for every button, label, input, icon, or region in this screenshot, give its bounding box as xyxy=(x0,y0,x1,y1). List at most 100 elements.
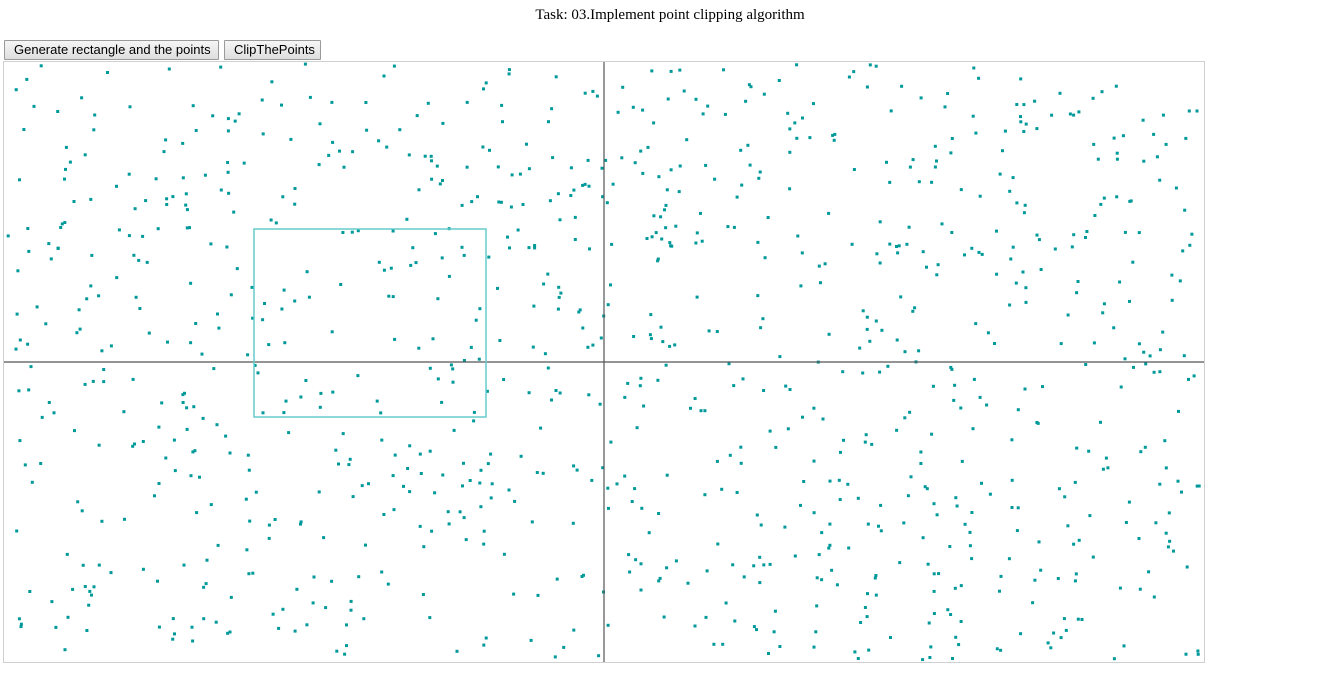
point-marker xyxy=(878,220,882,224)
point-marker xyxy=(430,529,434,533)
point-marker xyxy=(201,416,205,420)
point-marker xyxy=(364,101,368,104)
point-marker xyxy=(60,222,64,226)
generate-button[interactable]: Generate rectangle and the points xyxy=(4,40,219,60)
point-marker xyxy=(605,201,609,205)
point-marker xyxy=(1138,587,1142,591)
clip-points-button[interactable]: ClipThePoints xyxy=(224,40,321,60)
point-marker xyxy=(541,471,545,475)
point-marker xyxy=(998,172,1002,176)
point-marker xyxy=(1152,132,1156,136)
point-marker xyxy=(1168,539,1172,543)
point-marker xyxy=(556,307,560,311)
point-marker xyxy=(739,445,743,449)
point-marker xyxy=(1197,484,1201,488)
point-marker xyxy=(173,469,177,473)
point-marker xyxy=(865,85,869,89)
point-marker xyxy=(484,636,488,640)
point-marker xyxy=(695,295,699,299)
point-marker xyxy=(986,331,990,335)
point-marker xyxy=(1015,103,1019,106)
point-marker xyxy=(897,244,901,248)
point-marker xyxy=(1184,652,1188,656)
point-marker xyxy=(165,203,169,206)
point-marker xyxy=(144,199,148,203)
point-marker xyxy=(1114,84,1118,88)
point-marker xyxy=(728,453,732,457)
point-marker xyxy=(815,576,819,580)
point-marker xyxy=(449,363,453,367)
point-marker xyxy=(489,452,493,456)
point-marker xyxy=(423,154,427,158)
point-marker xyxy=(299,395,303,399)
point-marker xyxy=(917,180,921,184)
point-marker xyxy=(402,484,405,488)
point-marker xyxy=(648,333,652,337)
point-marker xyxy=(674,559,678,563)
point-marker xyxy=(1131,260,1135,264)
point-marker xyxy=(1022,211,1026,215)
point-marker xyxy=(1190,232,1194,236)
drawing-canvas[interactable] xyxy=(3,61,1205,663)
point-marker xyxy=(90,253,94,257)
point-marker xyxy=(955,504,959,508)
point-marker xyxy=(550,107,554,111)
point-marker xyxy=(1141,118,1145,122)
point-marker xyxy=(640,506,644,510)
point-marker xyxy=(633,161,637,165)
point-marker xyxy=(481,145,485,149)
point-marker xyxy=(433,491,437,495)
point-marker xyxy=(978,395,982,399)
point-marker xyxy=(345,623,348,627)
point-marker xyxy=(793,554,797,558)
point-marker xyxy=(664,203,668,207)
point-marker xyxy=(277,626,281,630)
point-marker xyxy=(18,178,21,182)
point-marker xyxy=(988,492,992,496)
point-marker xyxy=(1102,302,1106,306)
point-marker xyxy=(35,305,39,309)
point-marker xyxy=(1016,506,1020,510)
point-marker xyxy=(704,163,708,167)
point-marker xyxy=(693,397,697,400)
point-marker xyxy=(645,237,649,240)
point-marker xyxy=(1180,490,1183,494)
point-marker xyxy=(430,159,433,163)
point-marker xyxy=(778,645,782,648)
point-marker xyxy=(587,184,591,188)
point-marker xyxy=(878,370,882,374)
point-marker xyxy=(411,246,415,250)
point-marker xyxy=(1163,439,1167,443)
point-marker xyxy=(68,160,72,164)
point-marker xyxy=(866,592,869,596)
point-marker xyxy=(145,260,149,264)
point-marker xyxy=(1158,348,1162,352)
points-layer xyxy=(6,62,1201,662)
point-marker xyxy=(799,503,802,507)
point-marker xyxy=(518,172,522,176)
point-marker xyxy=(97,294,101,298)
point-marker xyxy=(620,156,624,160)
point-marker xyxy=(879,503,883,507)
point-marker xyxy=(54,625,58,629)
point-marker xyxy=(428,449,432,453)
point-marker xyxy=(507,72,511,76)
point-marker xyxy=(1096,157,1100,161)
point-marker xyxy=(1072,542,1076,546)
point-marker xyxy=(1161,330,1165,334)
point-marker xyxy=(685,138,689,142)
point-marker xyxy=(392,508,396,512)
point-marker xyxy=(1073,480,1077,484)
point-marker xyxy=(244,497,248,501)
point-marker xyxy=(1195,109,1199,113)
point-marker xyxy=(327,153,331,157)
point-marker xyxy=(85,629,89,632)
point-marker xyxy=(847,546,851,550)
point-marker xyxy=(999,648,1003,652)
point-marker xyxy=(19,625,23,629)
point-marker xyxy=(577,310,581,314)
point-marker xyxy=(788,187,792,191)
point-marker xyxy=(185,226,189,230)
point-marker xyxy=(1024,122,1028,126)
point-marker xyxy=(194,322,198,325)
